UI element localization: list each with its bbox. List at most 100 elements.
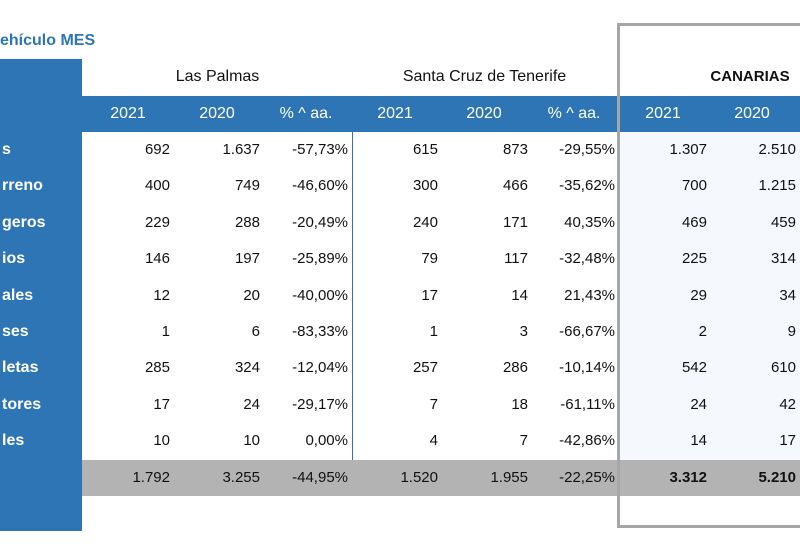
table-cell: 1.307 (669, 141, 707, 158)
table-cell: 3 (519, 323, 528, 340)
table-cell: 4 (429, 432, 438, 449)
table-cell: 700 (681, 177, 707, 194)
column-header: % ^ aa. (279, 105, 333, 122)
group-header-santa-cruz: Santa Cruz de Tenerife (402, 68, 567, 85)
table-cell: 14 (690, 432, 707, 449)
total-cell: -44,95% (292, 469, 348, 486)
table-cell: 1.215 (758, 177, 796, 194)
table-cell: 466 (502, 177, 528, 194)
table-cell: 6 (251, 323, 260, 340)
table-cell: -83,33% (292, 323, 348, 340)
table-cell: 17 (153, 396, 170, 413)
row-label: les (2, 432, 25, 449)
column-header: 2021 (645, 105, 681, 122)
column-header: 2021 (110, 105, 146, 122)
table-cell: 17 (779, 432, 796, 449)
table-cell: 9 (787, 323, 796, 340)
row-label-band (0, 59, 82, 531)
table-cell: -29,17% (292, 396, 348, 413)
row-label: ses (2, 323, 29, 340)
column-header: 2021 (377, 105, 413, 122)
table-cell: 18 (511, 396, 528, 413)
table-cell: 469 (681, 214, 707, 231)
header-band (82, 96, 800, 132)
table-cell: -61,11% (560, 396, 615, 413)
table-cell: -25,89% (292, 250, 348, 267)
table-cell: 610 (770, 359, 796, 376)
table-cell: 79 (421, 250, 438, 267)
total-cell: 1.955 (490, 469, 528, 486)
table-cell: 146 (144, 250, 170, 267)
table-cell: 225 (681, 250, 707, 267)
column-header: % ^ aa. (547, 105, 601, 122)
table-cell: 1 (429, 323, 438, 340)
table-cell: 34 (779, 287, 796, 304)
table-cell: 2 (698, 323, 707, 340)
table-cell: -42,86% (559, 432, 615, 449)
table-cell: 17 (421, 287, 438, 304)
table-title: ehículo MES (0, 32, 96, 49)
table-cell: 7 (429, 396, 438, 413)
row-label: geros (2, 214, 46, 231)
canarias-highlight-box (617, 23, 800, 528)
table-cell: 285 (144, 359, 170, 376)
table-cell: -40,00% (292, 287, 348, 304)
table-cell: 42 (779, 396, 796, 413)
column-header: 2020 (466, 105, 502, 122)
table-cell: 615 (412, 141, 438, 158)
table-cell: 692 (144, 141, 170, 158)
table-cell: 749 (234, 177, 260, 194)
table-cell: 459 (770, 214, 796, 231)
group-header-las-palmas: Las Palmas (175, 68, 260, 85)
table-cell: 171 (502, 214, 528, 231)
table-cell: 21,43% (564, 287, 615, 304)
table-cell: 286 (502, 359, 528, 376)
table-cell: 873 (502, 141, 528, 158)
table-cell: 12 (153, 287, 170, 304)
table-cell: 324 (234, 359, 260, 376)
table-cell: 197 (234, 250, 260, 267)
table-cell: 1 (161, 323, 170, 340)
total-cell: 1.520 (400, 469, 438, 486)
total-cell: -22,25% (559, 469, 615, 486)
table-cell: -57,73% (292, 141, 348, 158)
table-cell: 24 (243, 396, 260, 413)
table-cell: 314 (770, 250, 796, 267)
table-cell: 240 (412, 214, 438, 231)
column-header: 2020 (199, 105, 235, 122)
canarias-column-background (620, 132, 800, 460)
total-cell: 3.255 (222, 469, 260, 486)
table-cell: 117 (504, 250, 528, 267)
table-cell: 40,35% (564, 214, 615, 231)
table-cell: 300 (412, 177, 438, 194)
table-cell: 20 (243, 287, 260, 304)
table-cell: 1.637 (222, 141, 260, 158)
row-label: rreno (2, 177, 43, 194)
table-cell: -12,04% (292, 359, 348, 376)
table-cell: 7 (519, 432, 528, 449)
row-label: s (2, 141, 11, 158)
table-cell: 229 (144, 214, 170, 231)
row-label: ios (2, 250, 26, 267)
table-cell: 0,00% (305, 432, 348, 449)
table-cell: -35,62% (559, 177, 615, 194)
column-header: 2020 (734, 105, 770, 122)
table-cell: 10 (153, 432, 170, 449)
column-divider (352, 132, 353, 460)
table-cell: 542 (681, 359, 707, 376)
total-cell: 5.210 (758, 469, 796, 486)
table-cell: 29 (690, 287, 707, 304)
table-cell: -20,49% (292, 214, 348, 231)
table-cell: -10,14% (559, 359, 615, 376)
table-cell: 288 (234, 214, 260, 231)
table-cell: 24 (690, 396, 707, 413)
row-label: letas (2, 359, 39, 376)
total-cell: 1.792 (132, 469, 170, 486)
group-header-canarias: CANARIAS (710, 68, 790, 85)
row-label: ales (2, 287, 34, 304)
table-cell: 14 (511, 287, 528, 304)
table-cell: -46,60% (292, 177, 348, 194)
table-cell: 400 (144, 177, 170, 194)
row-label: tores (2, 396, 42, 413)
table-cell: -66,67% (559, 323, 615, 340)
